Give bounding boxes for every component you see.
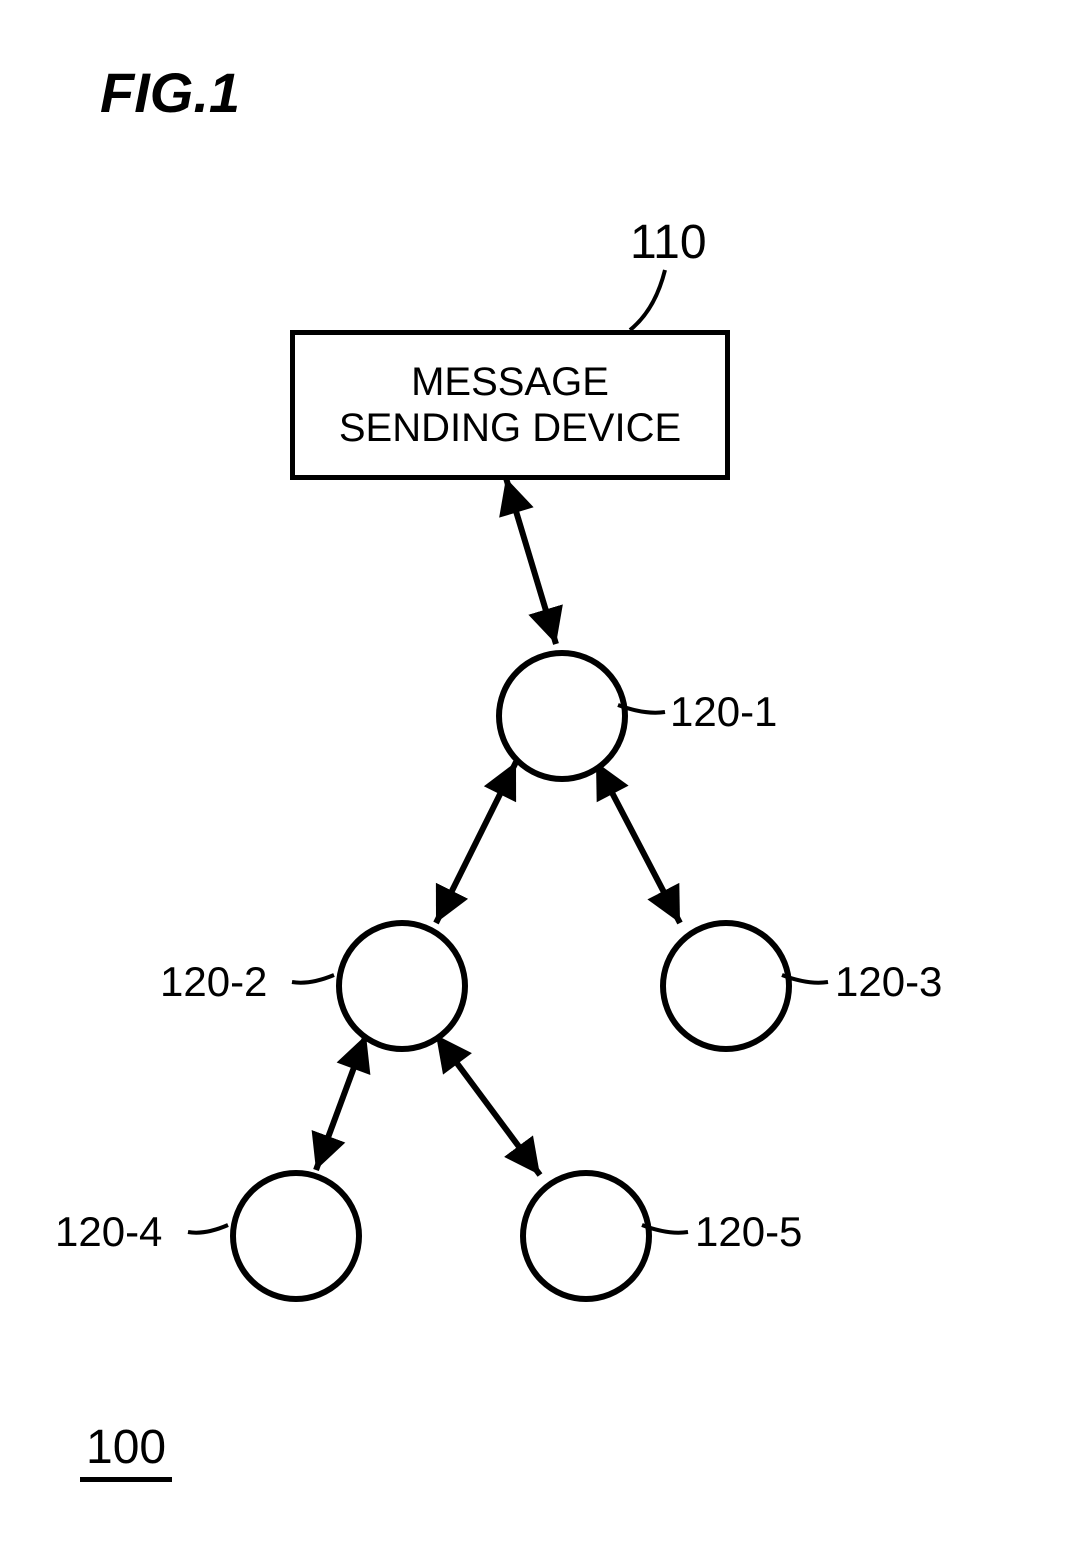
- leader-120-5: [0, 0, 1077, 1550]
- figure-canvas: FIG.1 110 MESSAGE SENDING DEVICE: [0, 0, 1077, 1550]
- system-ref: 100: [80, 1420, 172, 1482]
- label-120-5: 120-5: [695, 1208, 802, 1256]
- system-ref-text: 100: [80, 1420, 172, 1482]
